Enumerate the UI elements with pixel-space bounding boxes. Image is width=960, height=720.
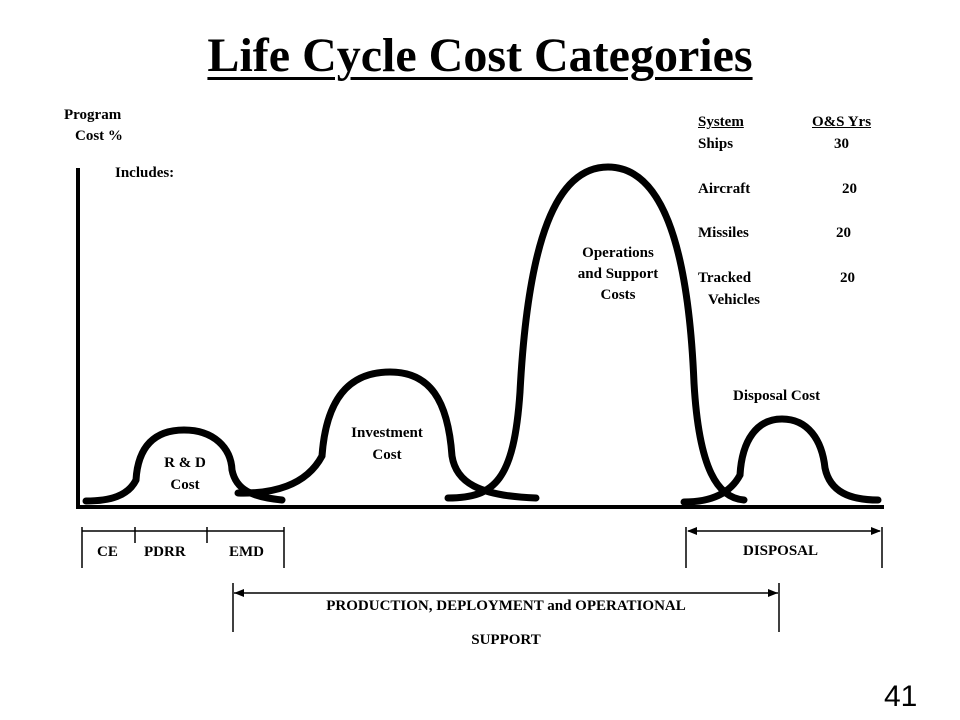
disposal-cost-label: Disposal Cost (733, 388, 821, 404)
os-label-line3: Costs (600, 287, 636, 303)
investment-label-line1: Investment (351, 425, 423, 441)
page-title: Life Cycle Cost Categories (207, 29, 753, 82)
investment-label-line2: Cost (372, 447, 402, 463)
table-row-missiles-years: 20 (836, 225, 851, 241)
y-axis-label-line1: Program (64, 107, 122, 123)
production-arrowhead-left (234, 589, 244, 597)
os-curve (444, 163, 748, 504)
rd-label-line2: Cost (170, 477, 200, 493)
table-row-ships-system: Ships (698, 136, 734, 152)
disposal-arrowhead-left (687, 527, 697, 535)
rd-curve (82, 426, 286, 505)
phase-disposal-label: DISPOSAL (743, 543, 819, 559)
production-label-line1: PRODUCTION, DEPLOYMENT and OPERATIONAL (326, 598, 686, 614)
table-row-tracked-line2: Vehicles (708, 292, 760, 308)
phase-pdrr-label: PDRR (144, 544, 186, 560)
disposal-arrowhead-right (871, 527, 881, 535)
y-axis-label-line2: Cost % (75, 128, 123, 144)
table-row-aircraft-years: 20 (842, 181, 857, 197)
investment-curve (234, 368, 540, 502)
disposal-curve (680, 415, 882, 506)
phase-emd-label: EMD (229, 544, 264, 560)
table-row-ships-years: 30 (834, 136, 849, 152)
includes-label: Includes: (115, 165, 175, 181)
rd-label-line1: R & D (164, 455, 206, 471)
table-row-aircraft-system: Aircraft (698, 181, 751, 197)
table-row-tracked-system: Tracked (698, 270, 752, 286)
table-header-years: O&S Yrs (812, 114, 872, 130)
table-row-missiles-system: Missiles (698, 225, 749, 241)
os-label-line2: and Support (577, 266, 659, 282)
table-header-system: System (698, 114, 744, 130)
page-number: 41 (884, 680, 918, 713)
phase-ce-label: CE (97, 544, 118, 560)
production-arrowhead-right (768, 589, 778, 597)
table-row-tracked-years: 20 (840, 270, 855, 286)
production-label-line2: SUPPORT (471, 632, 541, 648)
os-label-line1: Operations (582, 245, 654, 261)
